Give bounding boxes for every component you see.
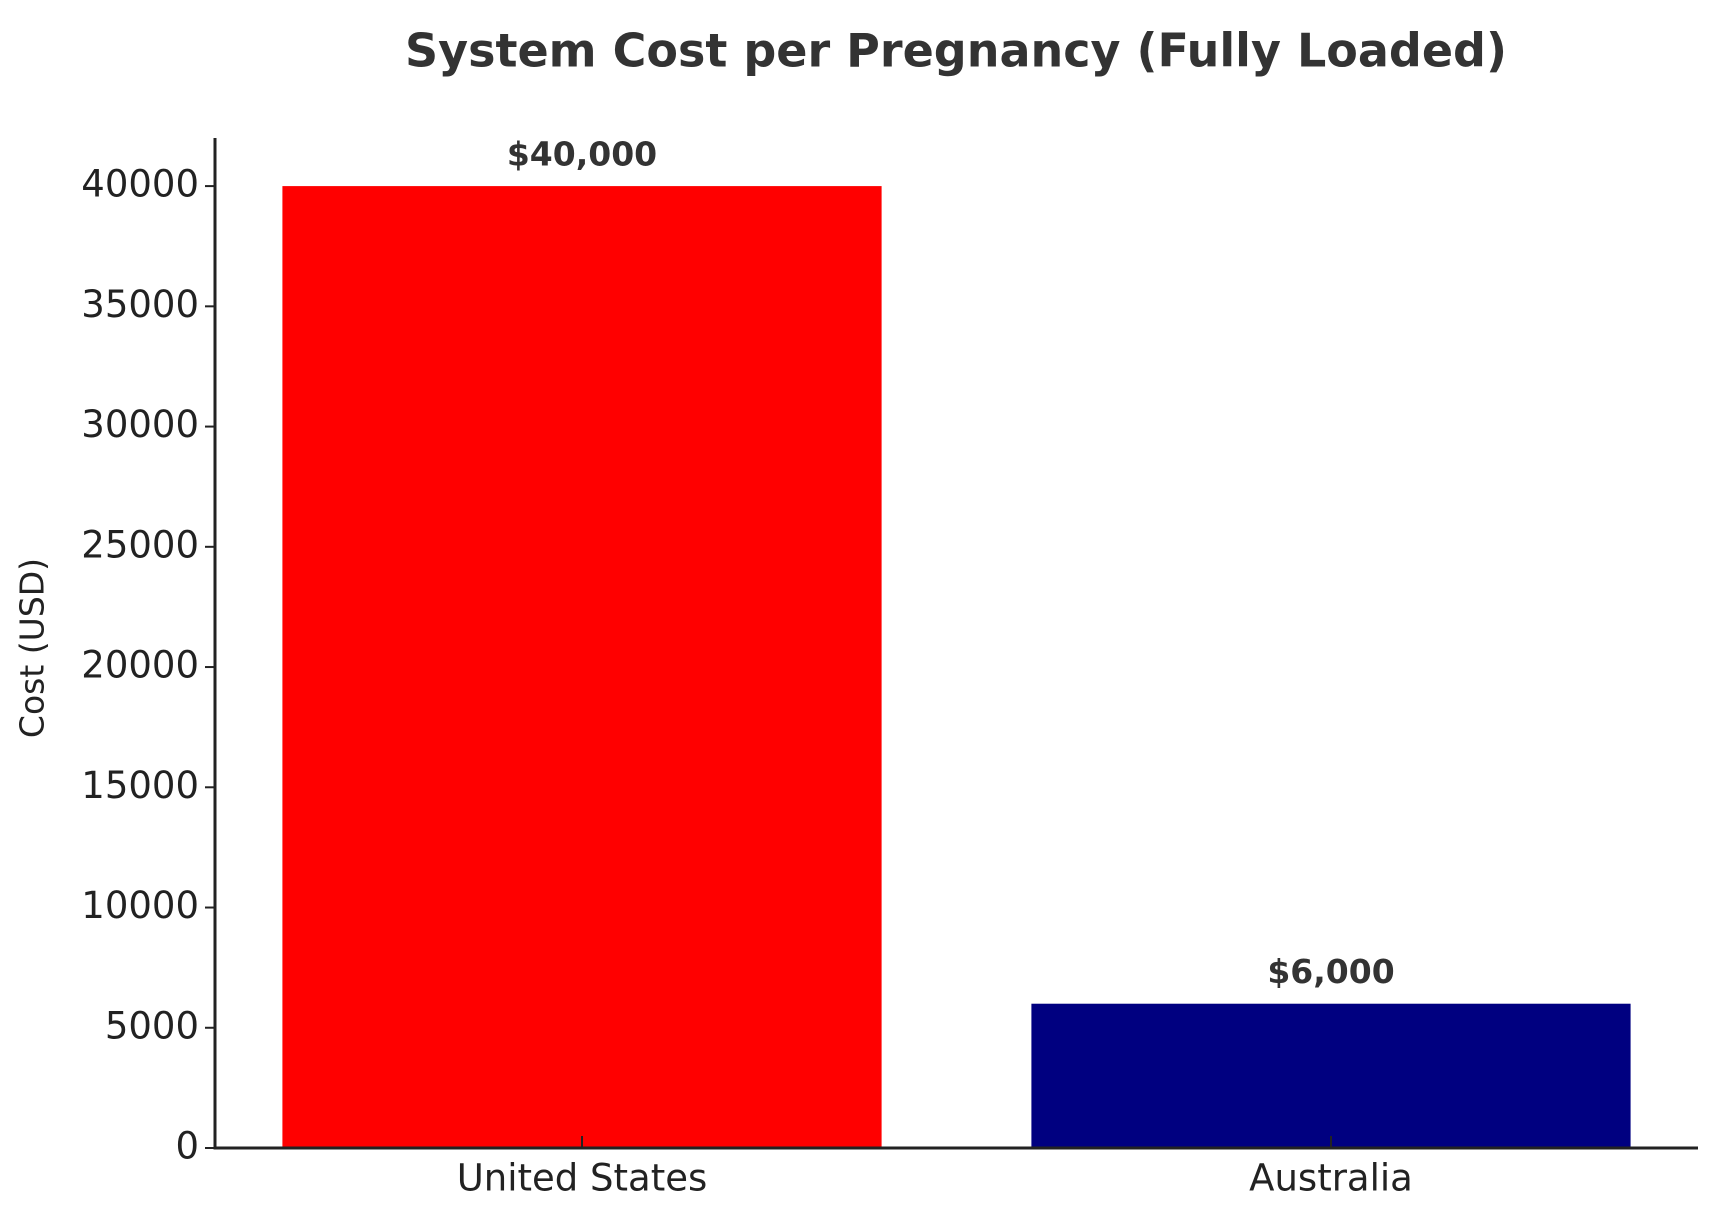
- y-tick-label: 30000: [81, 403, 199, 446]
- chart-title: System Cost per Pregnancy (Fully Loaded): [405, 24, 1507, 78]
- y-tick-label: 20000: [81, 644, 199, 687]
- y-tick-label: 15000: [81, 764, 199, 807]
- y-tick-label: 35000: [81, 283, 199, 326]
- y-tick-label: 25000: [81, 523, 199, 566]
- y-tick-label: 10000: [81, 884, 199, 927]
- x-tick-label: Australia: [1249, 1157, 1413, 1200]
- bar: [282, 186, 882, 1149]
- y-tick-label: 0: [175, 1125, 199, 1168]
- y-axis-label: Cost (USD): [13, 558, 52, 738]
- value-label: $6,000: [1267, 952, 1394, 991]
- y-tick-label: 40000: [81, 163, 199, 206]
- y-tick-label: 5000: [105, 1004, 199, 1047]
- value-label: $40,000: [507, 135, 657, 174]
- bar: [1031, 1003, 1631, 1148]
- x-tick-label: United States: [457, 1157, 708, 1200]
